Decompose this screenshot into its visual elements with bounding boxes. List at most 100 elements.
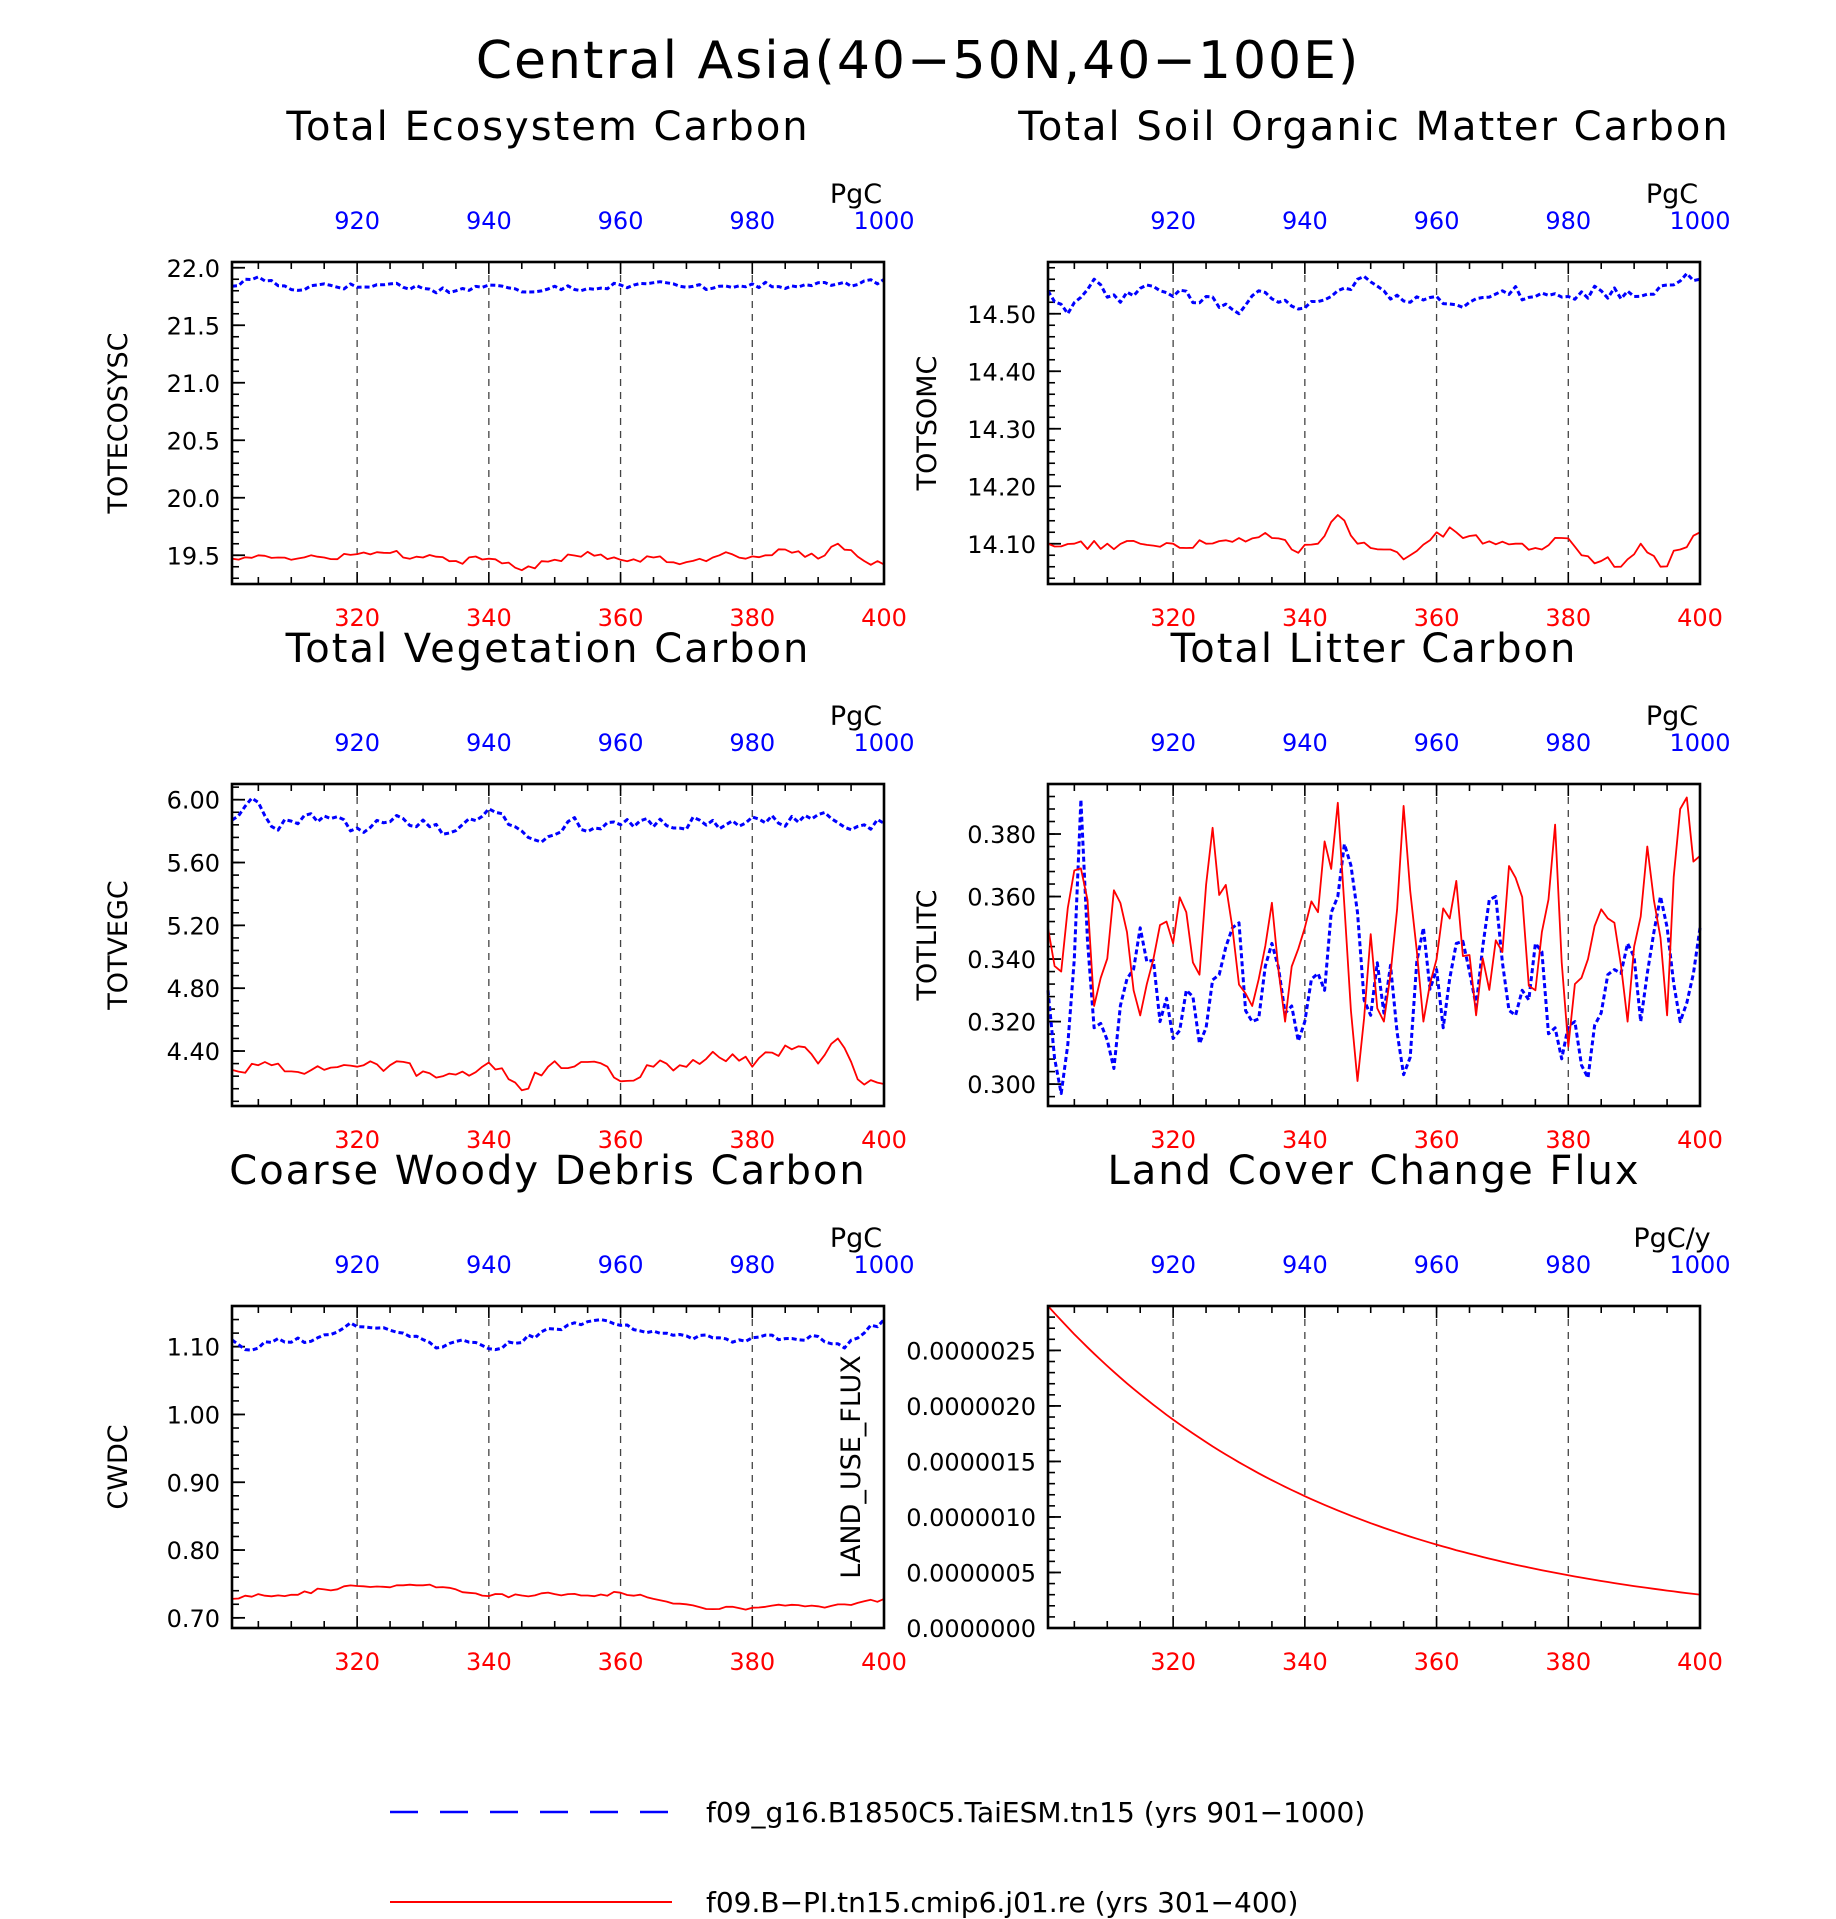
series-line-blue: [1046, 272, 1701, 316]
x-tick-label: 320: [1150, 1126, 1196, 1154]
y-tick-label: 20.5: [167, 427, 220, 455]
plot-frame: [1046, 260, 1702, 586]
y-axis-label: CWDC: [103, 1424, 134, 1509]
series-line-red: [231, 1037, 885, 1092]
x-tick-label: 320: [334, 1126, 380, 1154]
x-top-tick-label: 1000: [853, 207, 914, 235]
y-tick-label: 1.00: [167, 1401, 220, 1429]
y-tick-label: 0.360: [967, 884, 1036, 912]
y-tick-label: 5.20: [167, 912, 220, 940]
x-tick-label: 380: [729, 1648, 775, 1676]
x-top-tick-label: 980: [1545, 729, 1591, 757]
panel-grid: Total Ecosystem Carbon PgC 320 340 360 380 400…: [103, 104, 1731, 1676]
x-top-tick-label: 940: [1282, 729, 1328, 757]
x-tick-label: 380: [1545, 1126, 1591, 1154]
legend: f09_g16.B1850C5.TaiESM.tn15 (yrs 901−100…: [390, 1796, 1365, 1919]
x-top-tick-label: 960: [1414, 729, 1460, 757]
figure-title: Central Asia(40−50N,40−100E): [476, 31, 1361, 91]
x-tick-label: 400: [1677, 1648, 1723, 1676]
x-top-tick-label: 940: [466, 729, 512, 757]
y-tick-label: 0.90: [167, 1469, 220, 1497]
panel-title: Total Vegetation Carbon: [285, 626, 811, 672]
y-tick-label: 0.0000020: [906, 1393, 1036, 1421]
plot-frame: [230, 260, 886, 586]
series-line-red: [231, 542, 885, 572]
x-tick-label: 340: [1282, 1126, 1328, 1154]
y-tick-label: 19.5: [167, 542, 220, 570]
y-tick-label: 0.320: [967, 1009, 1036, 1037]
panel-total-ecosystem-carbon: Total Ecosystem Carbon PgC 320 340 360 380 400…: [103, 104, 915, 632]
x-top-tick-label: 920: [334, 1251, 380, 1279]
y-tick-label: 0.0000025: [906, 1337, 1036, 1365]
x-tick-label: 360: [598, 1648, 644, 1676]
y-axis-label: LAND_USE_FLUX: [836, 1355, 867, 1579]
x-top-tick-label: 960: [598, 729, 644, 757]
x-top-tick-label: 980: [729, 1251, 775, 1279]
unit-label: PgC/y: [1633, 1223, 1710, 1254]
y-tick-label: 0.80: [167, 1537, 220, 1565]
y-tick-label: 14.10: [967, 531, 1036, 559]
x-tick-label: 320: [334, 1648, 380, 1676]
x-top-tick-label: 920: [1150, 729, 1196, 757]
x-top-tick-label: 960: [1414, 207, 1460, 235]
x-top-tick-label: 1000: [853, 1251, 914, 1279]
x-top-tick-label: 1000: [1669, 207, 1730, 235]
y-tick-label: 4.40: [167, 1038, 220, 1066]
x-top-tick-label: 1000: [1669, 729, 1730, 757]
y-tick-label: 21.5: [167, 312, 220, 340]
panel-title: Total Soil Organic Matter Carbon: [1017, 104, 1730, 150]
x-tick-label: 360: [598, 604, 644, 632]
plot-frame: [230, 782, 886, 1108]
x-tick-label: 380: [729, 604, 775, 632]
x-tick-label: 380: [729, 1126, 775, 1154]
x-top-tick-label: 940: [1282, 1251, 1328, 1279]
x-tick-label: 320: [1150, 604, 1196, 632]
panel-total-litter-carbon: Total Litter Carbon PgC 320 340 360 380 400 920…: [912, 626, 1731, 1154]
y-tick-label: 5.60: [167, 850, 220, 878]
y-tick-label: 6.00: [167, 787, 220, 815]
y-tick-label: 14.30: [967, 416, 1036, 444]
x-tick-label: 340: [466, 1126, 512, 1154]
y-tick-label: 0.70: [167, 1605, 220, 1633]
y-tick-label: 1.10: [167, 1334, 220, 1362]
y-tick-label: 0.0000015: [906, 1448, 1036, 1476]
unit-label: PgC: [830, 1223, 882, 1254]
y-tick-label: 22.0: [167, 255, 220, 283]
x-tick-label: 320: [1150, 1648, 1196, 1676]
x-top-tick-label: 920: [334, 729, 380, 757]
x-top-tick-label: 960: [598, 1251, 644, 1279]
panel-total-soil-organic-matter-carbon: Total Soil Organic Matter Carbon PgC 320 34…: [912, 104, 1731, 632]
plot-frame: [1046, 1304, 1702, 1630]
x-tick-label: 400: [1677, 1126, 1723, 1154]
unit-label: PgC: [830, 179, 882, 210]
x-top-tick-label: 980: [729, 729, 775, 757]
x-tick-label: 360: [598, 1126, 644, 1154]
x-top-tick-label: 960: [598, 207, 644, 235]
series-line-red: [231, 1583, 885, 1611]
x-tick-label: 340: [466, 1648, 512, 1676]
panel-title: Coarse Woody Debris Carbon: [229, 1148, 866, 1194]
x-tick-label: 380: [1545, 604, 1591, 632]
x-tick-label: 360: [1414, 1648, 1460, 1676]
y-tick-label: 4.80: [167, 975, 220, 1003]
x-tick-label: 360: [1414, 604, 1460, 632]
y-tick-label: 0.300: [967, 1071, 1036, 1099]
y-tick-label: 0.340: [967, 946, 1036, 974]
y-tick-label: 0.0000005: [906, 1559, 1036, 1587]
unit-label: PgC: [1646, 179, 1698, 210]
x-tick-label: 400: [861, 1126, 907, 1154]
y-axis-label: TOTSOMC: [912, 356, 943, 492]
y-tick-label: 0.380: [967, 821, 1036, 849]
x-top-tick-label: 1000: [1669, 1251, 1730, 1279]
x-top-tick-label: 940: [466, 207, 512, 235]
y-axis-label: TOTVEGC: [103, 880, 134, 1011]
x-top-tick-label: 980: [1545, 207, 1591, 235]
x-top-tick-label: 960: [1414, 1251, 1460, 1279]
y-tick-label: 0.0000000: [906, 1615, 1036, 1643]
y-tick-label: 14.50: [967, 301, 1036, 329]
x-top-tick-label: 920: [1150, 1251, 1196, 1279]
legend-blue-label: f09_g16.B1850C5.TaiESM.tn15 (yrs 901−100…: [706, 1796, 1365, 1829]
y-axis-label: TOTLITC: [912, 889, 943, 1001]
